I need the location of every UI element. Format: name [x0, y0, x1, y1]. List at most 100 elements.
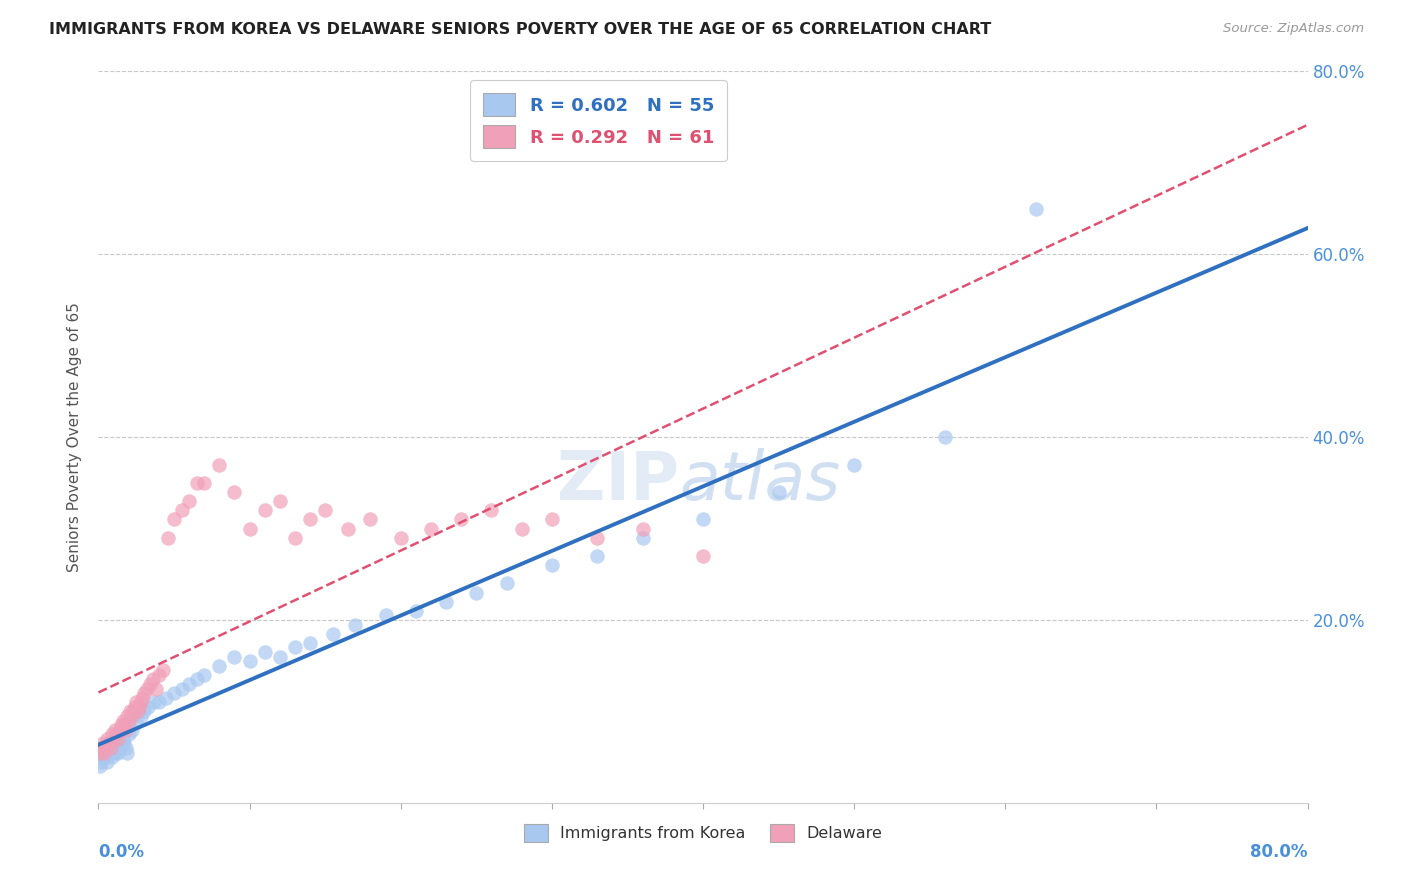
Point — [768, 485, 790, 500]
Point — [110, 736, 132, 750]
Point — [108, 723, 131, 737]
Point — [131, 690, 153, 705]
Text: Source: ZipAtlas.com: Source: ZipAtlas.com — [1223, 22, 1364, 36]
Point — [193, 667, 215, 681]
Point — [112, 736, 135, 750]
Point — [224, 485, 246, 500]
Point — [1024, 202, 1046, 216]
Point — [104, 723, 127, 737]
Point — [495, 576, 517, 591]
Point — [94, 746, 117, 760]
Point — [186, 475, 208, 490]
Point — [122, 705, 145, 719]
Point — [208, 658, 231, 673]
Point — [299, 512, 322, 526]
Point — [239, 521, 262, 535]
Y-axis label: Seniors Poverty Over the Age of 65: Seniors Poverty Over the Age of 65 — [67, 302, 83, 572]
Point — [148, 695, 170, 709]
Point — [510, 521, 533, 535]
Point — [322, 626, 344, 640]
Point — [100, 740, 122, 755]
Text: atlas: atlas — [679, 448, 839, 514]
Point — [692, 549, 714, 563]
Point — [124, 699, 146, 714]
Point — [136, 699, 159, 714]
Point — [118, 727, 141, 741]
Point — [111, 714, 134, 728]
Point — [93, 746, 115, 760]
Point — [586, 549, 609, 563]
Point — [89, 759, 111, 773]
Point — [284, 531, 307, 545]
Point — [142, 673, 165, 687]
Text: 80.0%: 80.0% — [1250, 843, 1308, 861]
Text: ZIP: ZIP — [557, 448, 679, 514]
Point — [148, 667, 170, 681]
Point — [115, 709, 138, 723]
Point — [420, 521, 443, 535]
Point — [284, 640, 307, 655]
Point — [104, 746, 127, 760]
Point — [96, 731, 118, 746]
Point — [336, 521, 359, 535]
Point — [405, 604, 427, 618]
Point — [631, 521, 654, 535]
Point — [586, 531, 609, 545]
Point — [101, 750, 124, 764]
Text: IMMIGRANTS FROM KOREA VS DELAWARE SENIORS POVERTY OVER THE AGE OF 65 CORRELATION: IMMIGRANTS FROM KOREA VS DELAWARE SENIOR… — [49, 22, 991, 37]
Point — [269, 494, 291, 508]
Point — [129, 709, 152, 723]
Point — [540, 512, 562, 526]
Point — [239, 654, 262, 668]
Point — [374, 608, 396, 623]
Point — [540, 558, 562, 573]
Point — [91, 740, 114, 755]
Point — [163, 686, 186, 700]
Point — [121, 723, 143, 737]
Point — [934, 430, 956, 444]
Point — [139, 677, 162, 691]
Point — [107, 731, 129, 746]
Point — [434, 594, 457, 608]
Point — [314, 503, 336, 517]
Point — [114, 740, 136, 755]
Point — [90, 740, 112, 755]
Point — [108, 740, 131, 755]
Point — [103, 740, 125, 755]
Point — [94, 740, 117, 755]
Point — [120, 705, 142, 719]
Point — [631, 531, 654, 545]
Point — [96, 755, 118, 769]
Point — [110, 718, 132, 732]
Point — [360, 512, 382, 526]
Point — [170, 503, 193, 517]
Point — [692, 512, 714, 526]
Point — [132, 686, 155, 700]
Point — [135, 681, 157, 696]
Point — [163, 512, 186, 526]
Point — [179, 677, 201, 691]
Point — [344, 617, 367, 632]
Point — [481, 503, 503, 517]
Point — [101, 727, 124, 741]
Point — [145, 681, 167, 696]
Point — [132, 705, 155, 719]
Point — [155, 690, 177, 705]
Point — [105, 727, 128, 741]
Point — [844, 458, 866, 472]
Point — [118, 714, 141, 728]
Point — [98, 736, 121, 750]
Point — [105, 736, 128, 750]
Point — [112, 718, 135, 732]
Point — [186, 673, 208, 687]
Point — [208, 458, 231, 472]
Point — [89, 746, 111, 760]
Point — [450, 512, 472, 526]
Point — [91, 736, 114, 750]
Point — [129, 695, 152, 709]
Point — [193, 475, 215, 490]
Point — [125, 714, 148, 728]
Point — [143, 695, 166, 709]
Point — [269, 649, 291, 664]
Point — [114, 723, 136, 737]
